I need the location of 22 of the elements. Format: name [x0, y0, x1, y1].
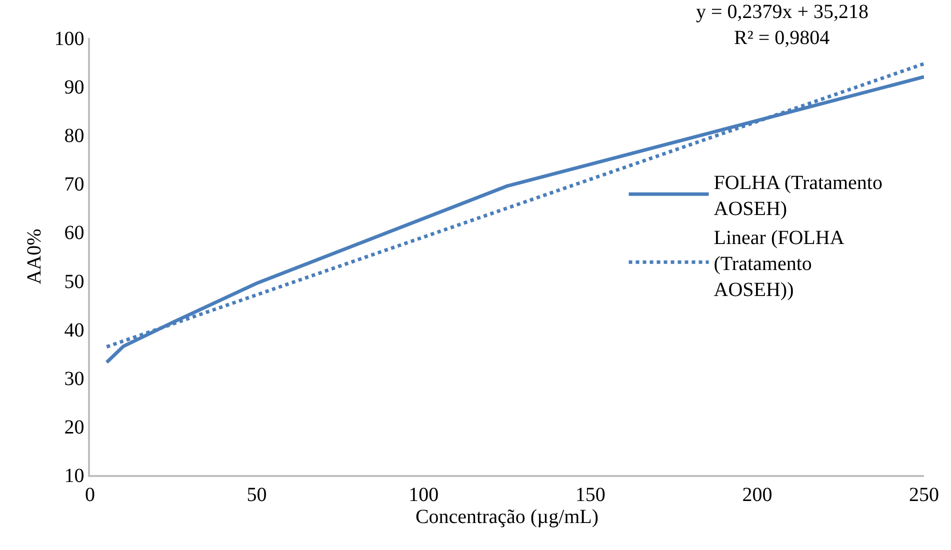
y-tick-label: 60: [64, 222, 84, 244]
x-tick-label: 200: [742, 484, 772, 506]
legend-label: Linear (FOLHA (Tratamento AOSEH)): [714, 226, 845, 301]
legend-label: FOLHA (Tratamento AOSEH): [714, 172, 882, 220]
x-tick-label: 0: [85, 484, 95, 506]
x-tick-label: 100: [408, 484, 439, 506]
y-axis-title: AA0%: [23, 228, 46, 284]
x-tick-label: 250: [909, 484, 939, 506]
y-tick-label: 30: [64, 368, 84, 390]
y-tick-label: 90: [64, 76, 84, 99]
x-axis-title: Concentração (µg/mL): [415, 506, 599, 528]
y-tick-label: 80: [64, 125, 84, 148]
y-tick-label: 50: [64, 270, 84, 293]
y-tick-label: 70: [64, 174, 84, 196]
y-tick-label: 20: [64, 416, 84, 438]
y-tick-label: 100: [54, 28, 84, 50]
y-tick-label: 40: [64, 319, 84, 342]
x-tick-label: 50: [246, 484, 267, 506]
x-tick-label: 150: [575, 484, 606, 506]
y-tick-label: 10: [64, 465, 84, 487]
annotation: R² = 0,9804: [734, 27, 830, 49]
text: y = 0,2379x + 35,218: [696, 1, 869, 23]
